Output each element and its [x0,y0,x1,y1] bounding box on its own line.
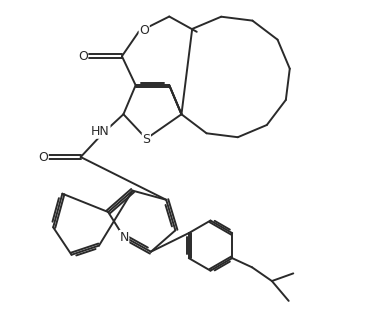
Text: O: O [139,24,149,37]
Text: S: S [142,133,150,146]
Text: O: O [38,151,48,164]
Text: O: O [78,50,88,63]
Text: HN: HN [91,125,110,138]
Text: N: N [119,230,129,244]
